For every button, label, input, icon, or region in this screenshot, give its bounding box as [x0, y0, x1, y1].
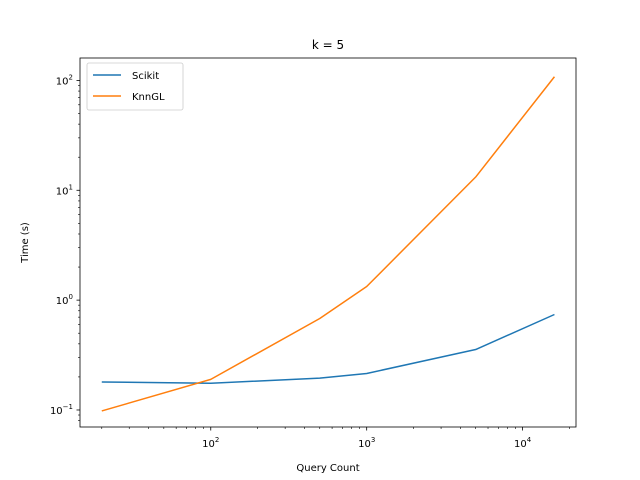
x-tick-base: 10: [202, 439, 215, 450]
y-tick-label: 101: [56, 183, 73, 197]
y-tick-exponent: 0: [69, 293, 73, 301]
x-tick-label: 104: [514, 436, 532, 450]
y-tick-label: 102: [56, 73, 73, 87]
x-tick-label: 103: [358, 436, 375, 450]
legend-label-knngl: KnnGL: [132, 92, 165, 103]
x-axis-label: Query Count: [296, 463, 359, 474]
y-tick-exponent: 1: [69, 183, 73, 191]
y-tick-exponent: 2: [69, 73, 73, 81]
x-tick-exponent: 3: [371, 436, 375, 444]
chart-title: k = 5: [312, 38, 344, 52]
y-tick-base: 10: [50, 406, 63, 417]
legend: Scikit KnnGL: [86, 62, 184, 111]
x-tick-exponent: 2: [215, 436, 219, 444]
series-line-scikit: [101, 313, 555, 385]
y-tick-base: 10: [56, 76, 69, 87]
y-tick-label: 100: [56, 293, 73, 307]
y-tick-base: 10: [56, 296, 69, 307]
x-tick-exponent: 4: [527, 436, 532, 444]
plot-frame: [79, 57, 577, 428]
y-tick-label: 10−1: [50, 403, 73, 417]
series-layer: [101, 76, 556, 412]
y-tick-base: 10: [56, 186, 69, 197]
y-axis-label: Time (s): [20, 222, 31, 264]
series-line-knngl: [101, 76, 556, 412]
y-tick-exponent: −1: [63, 403, 73, 411]
legend-label-scikit: Scikit: [132, 71, 159, 82]
x-tick-base: 10: [514, 439, 527, 450]
x-tick-label: 102: [202, 436, 219, 450]
x-tick-base: 10: [358, 439, 371, 450]
